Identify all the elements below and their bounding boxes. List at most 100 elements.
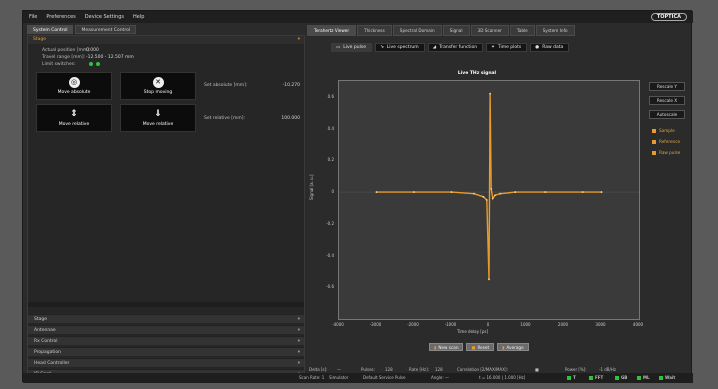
set-relative-label: Set relative [mm]:: [204, 116, 246, 121]
x-tick-label: 4000: [632, 322, 644, 327]
tab-3d-scanner[interactable]: 3D Scanner: [470, 25, 509, 36]
chevron-down-icon: ▾: [297, 317, 300, 322]
menu-preferences[interactable]: Preferences: [46, 14, 76, 20]
menu-help[interactable]: Help: [133, 14, 145, 20]
raw-data-icon: ●: [535, 45, 540, 50]
tab-measurement-control[interactable]: Measurement Control: [75, 25, 137, 34]
move-relative-up-button[interactable]: ⇕ Move relative: [36, 104, 112, 132]
target-icon: ◎: [68, 77, 80, 88]
series-line-0: [376, 93, 602, 280]
new-scan-label: New scan: [438, 345, 459, 350]
live-spectrum-button[interactable]: ↘ Live spectrum: [374, 43, 425, 52]
rate-label: Rate [Hz]:: [409, 367, 430, 372]
viewer-panel: Terahertz Viewer Thickness Spectral Doma…: [307, 25, 689, 379]
data-point: [581, 191, 584, 193]
live-pulse-button[interactable]: ▭ Live pulse: [331, 43, 372, 52]
limit-switch-led-icon: [96, 62, 100, 66]
indicator-wait: Wait: [659, 373, 675, 383]
legend-reference[interactable]: Reference: [652, 139, 680, 144]
status-bar: Scan Rate: 1 Simulator Default Service P…: [23, 373, 693, 383]
chevron-down-icon[interactable]: ▾: [297, 37, 300, 42]
set-absolute-input[interactable]: -10.270: [282, 83, 300, 88]
section-propagation[interactable]: Propagation ▾: [28, 347, 304, 356]
y-tick-label: 0.4: [327, 125, 334, 131]
acquisition-controls: ▮ New scan ■ Reset ▮ Average: [429, 343, 529, 351]
stage-group-title: Stage: [33, 37, 47, 42]
section-stage[interactable]: Stage ▾: [28, 314, 304, 323]
actual-position-row: Actual position [mm]: 0.000: [42, 48, 99, 53]
travel-range-value: -12.500 - 12.507 mm: [86, 55, 134, 60]
menu-device-settings[interactable]: Device Settings: [84, 14, 124, 20]
move-relative-down-button[interactable]: ⇓ Move relative: [120, 104, 196, 132]
horizontal-scrollbar[interactable]: [28, 302, 304, 307]
move-absolute-label: Move absolute: [57, 90, 91, 95]
time-plots-button[interactable]: ✦ Time plots: [486, 43, 528, 52]
travel-range-row: Travel range [mm]: -12.500 - 12.507 mm: [42, 55, 134, 60]
tab-table[interactable]: Table: [509, 25, 535, 36]
record-icon: ▮: [434, 345, 437, 350]
x-tick-label: 2000: [557, 322, 569, 327]
set-absolute-label: Set absolute [mm]:: [204, 83, 248, 88]
data-point: [413, 191, 415, 193]
power-label: Power [%]:: [565, 367, 587, 372]
set-relative-input[interactable]: 100.000: [281, 116, 300, 121]
live-spectrum-label: Live spectrum: [386, 45, 419, 50]
tab-thickness[interactable]: Thickness: [357, 25, 392, 36]
y-tick-label: 0.2: [327, 157, 334, 163]
actual-position-label: Actual position [mm]:: [42, 48, 91, 53]
data-point: [499, 192, 502, 195]
data-point: [491, 197, 494, 200]
raw-data-label: Raw data: [542, 45, 564, 50]
indicator-ml: ML: [637, 373, 650, 383]
tab-signal[interactable]: Signal: [442, 25, 470, 36]
checkbox-icon: [652, 129, 656, 133]
status-led-icon: [567, 376, 571, 380]
transfer-function-label: Transfer function: [439, 45, 478, 50]
measurement-info-line: Delta [s]: — Pulses: 128 Rate [Hz]: 128 …: [309, 367, 687, 375]
legend-raw-pulse[interactable]: Raw pulse: [652, 150, 680, 155]
new-scan-button[interactable]: ▮ New scan: [429, 343, 464, 351]
pulse-chart: [339, 92, 639, 281]
pulse-plot-area[interactable]: [338, 80, 640, 320]
stop-icon: ■: [471, 345, 476, 350]
power-value: -1 dB/Hz: [599, 367, 616, 372]
reset-button[interactable]: ■ Reset: [466, 343, 495, 351]
tab-system-control[interactable]: System Control: [27, 25, 74, 34]
section-antennae[interactable]: Antennae ▾: [28, 325, 304, 334]
menu-file[interactable]: File: [29, 14, 38, 20]
delta-label: Delta [s]:: [309, 367, 328, 372]
legend-reference-label: Reference: [659, 139, 681, 144]
average-label: Average: [506, 345, 524, 350]
chevron-down-icon: ▾: [297, 350, 300, 355]
tab-terahertz-viewer[interactable]: Terahertz Viewer: [307, 25, 357, 36]
scan-rate-status: Scan Rate: 1: [299, 375, 325, 380]
legend-sample[interactable]: Sample: [652, 128, 675, 133]
rescale-y-button[interactable]: Rescale Y: [649, 82, 685, 91]
tab-system-info[interactable]: System Info: [535, 25, 575, 36]
x-tick-label: -1000: [444, 322, 457, 327]
time-plots-label: Time plots: [497, 45, 522, 50]
data-point: [488, 278, 490, 281]
stop-moving-button[interactable]: ✕ Stop moving: [120, 72, 196, 100]
raw-data-button[interactable]: ● Raw data: [530, 43, 570, 52]
stage-group-header[interactable]: Stage ▾: [28, 36, 304, 44]
checkbox-icon: [652, 140, 656, 144]
section-head-controller[interactable]: Head Controller ▾: [28, 358, 304, 367]
x-tick-label: 0: [486, 322, 490, 327]
section-rx-control[interactable]: Rx Control ▾: [28, 336, 304, 345]
rescale-x-button[interactable]: Rescale X: [649, 96, 685, 105]
y-tick-label: 0.6: [327, 93, 334, 99]
tab-spectral-domain[interactable]: Spectral Domain: [392, 25, 442, 36]
data-point: [482, 195, 485, 198]
transfer-function-button[interactable]: ◢ Transfer function: [427, 43, 484, 52]
autoscale-button[interactable]: Autoscale: [649, 110, 685, 119]
x-axis-label: Time delay [ps]: [457, 329, 489, 334]
legend-sample-label: Sample: [659, 128, 675, 133]
average-button[interactable]: ▮ Average: [497, 343, 529, 351]
travel-range-label: Travel range [mm]:: [42, 55, 86, 60]
data-point: [600, 191, 603, 193]
x-tick-label: 3000: [595, 322, 606, 327]
checkbox-icon: [652, 151, 656, 155]
move-absolute-button[interactable]: ◎ Move absolute: [36, 72, 112, 100]
status-led-icon: [637, 376, 641, 380]
